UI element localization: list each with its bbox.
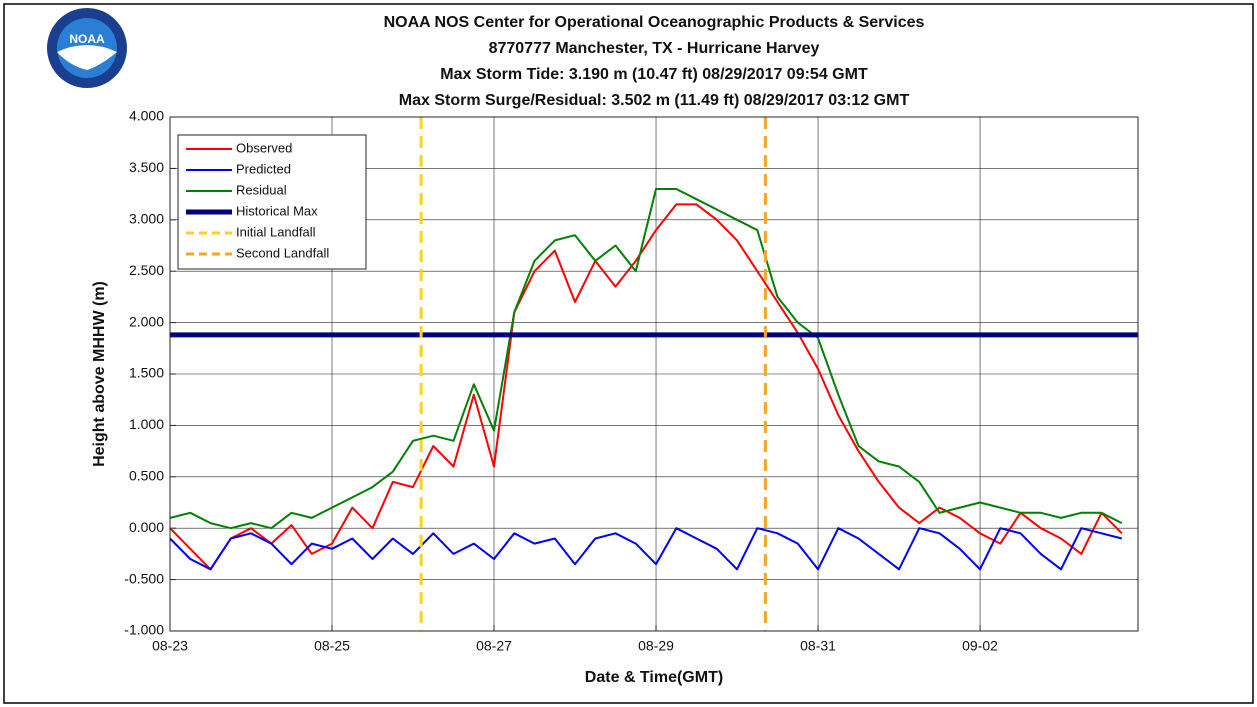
legend-label: Observed [236,140,292,155]
legend-label: Predicted [236,161,291,176]
frame [3,3,1254,704]
y-axis-label: Height above MHHW (m) [91,281,108,467]
title-line: Max Storm Surge/Residual: 3.502 m (11.49… [399,92,910,109]
x-tick-label: 08-29 [638,638,674,654]
y-tick-label: -1.000 [124,622,164,638]
series-line [169,527,1123,571]
y-tick-label: 0.500 [129,468,164,484]
title-line: 8770777 Manchester, TX - Hurricane Harve… [489,40,820,57]
y-tick-label: 2.500 [129,262,164,278]
series-line [169,188,1123,530]
logo-text: NOAA [69,32,105,46]
x-tick-label: 08-25 [314,638,350,654]
y-tick-label: 1.500 [129,365,164,381]
x-tick-label: 08-31 [800,638,836,654]
logo-gull [57,45,117,70]
logo: NOAA [47,8,127,88]
y-tick-label: 3.500 [129,159,164,175]
y-tick-label: 4.000 [129,108,164,124]
legend-label: Second Landfall [236,245,329,260]
legend-box [177,134,367,270]
legend-label: Residual [236,182,287,197]
x-tick-label: 08-27 [476,638,512,654]
y-tick-label: 2.000 [129,313,164,329]
y-tick-label: 1.000 [129,416,164,432]
x-tick-label: 09-02 [962,638,998,654]
legend-label: Initial Landfall [236,224,316,239]
series-line [169,203,1123,571]
title-line: NOAA NOS Center for Operational Oceanogr… [384,14,925,31]
legend-label: Historical Max [236,203,318,218]
plot-border [169,116,1139,632]
title-line: Max Storm Tide: 3.190 m (10.47 ft) 08/29… [440,66,868,83]
x-tick-label: 08-23 [152,638,188,654]
y-tick-label: 0.000 [129,519,164,535]
y-tick-label: 3.000 [129,211,164,227]
y-tick-label: -0.500 [124,570,164,586]
x-axis-label: Date & Time(GMT) [585,669,723,686]
